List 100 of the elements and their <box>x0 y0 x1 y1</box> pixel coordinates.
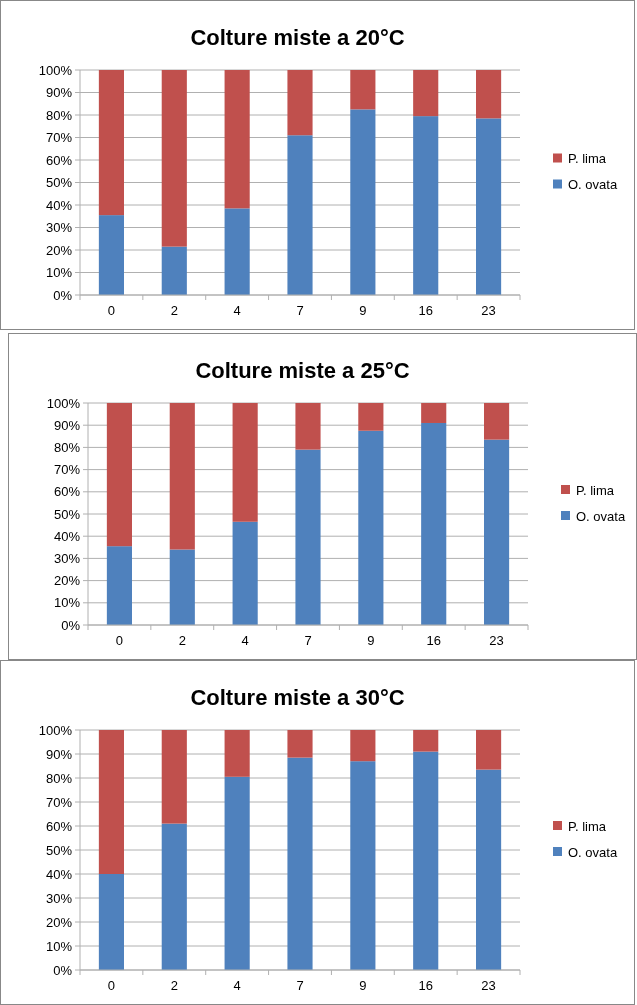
bar <box>413 730 439 752</box>
bar <box>358 430 384 625</box>
y-tick-label: 0% <box>61 617 81 633</box>
bar <box>169 549 195 625</box>
bar <box>106 546 132 625</box>
bar <box>350 70 376 110</box>
bar <box>484 439 510 625</box>
bar <box>98 215 124 295</box>
bar <box>224 776 250 970</box>
y-tick-label: 60% <box>53 484 81 500</box>
y-tick-label: 70% <box>53 462 81 478</box>
y-tick-label: 30% <box>45 890 73 906</box>
x-tick-label: 0 <box>107 303 116 318</box>
y-tick-label: 100% <box>38 62 73 78</box>
y-tick-label: 90% <box>53 417 81 433</box>
y-tick-label: 30% <box>53 550 81 566</box>
y-tick-label: 80% <box>45 107 73 123</box>
y-tick-label: 50% <box>45 175 73 191</box>
bar <box>413 116 439 295</box>
legend-label: O. ovata <box>568 844 618 860</box>
x-tick-label: 9 <box>367 633 375 648</box>
bar <box>476 730 502 770</box>
y-tick-label: 60% <box>45 152 73 168</box>
bar <box>476 769 502 970</box>
bar <box>232 521 258 625</box>
x-tick-label: 4 <box>233 978 241 993</box>
y-tick-label: 90% <box>45 85 73 101</box>
x-tick-label: 2 <box>170 978 178 993</box>
y-tick-label: 20% <box>45 914 73 930</box>
y-tick-label: 0% <box>53 287 73 303</box>
bar <box>350 761 376 970</box>
x-tick-label: 9 <box>359 303 367 318</box>
bar <box>295 449 321 625</box>
y-tick-label: 80% <box>53 439 81 455</box>
bar <box>161 730 187 824</box>
bar <box>287 757 313 970</box>
bar <box>413 70 439 117</box>
y-tick-label: 40% <box>53 528 81 544</box>
bar <box>287 70 313 136</box>
x-tick-label: 0 <box>107 978 116 993</box>
bar <box>484 403 510 440</box>
y-tick-label: 10% <box>45 265 73 281</box>
bar <box>98 874 124 970</box>
legend-label: P. lima <box>568 151 607 167</box>
y-tick-label: 70% <box>45 130 73 146</box>
x-tick-label: 23 <box>489 633 504 648</box>
y-tick-label: 50% <box>53 506 81 522</box>
x-tick-label: 16 <box>418 978 433 993</box>
bar <box>350 109 376 295</box>
x-tick-label: 2 <box>170 303 178 318</box>
bar <box>161 70 187 247</box>
x-tick-label: 7 <box>296 303 304 318</box>
bar <box>476 118 502 295</box>
chart-title: Colture miste a 25°C <box>195 358 410 383</box>
y-tick-label: 30% <box>45 220 73 236</box>
bar <box>224 208 250 295</box>
x-tick-label: 23 <box>481 303 496 318</box>
y-tick-label: 10% <box>45 938 73 954</box>
y-tick-label: 80% <box>45 770 73 786</box>
x-tick-label: 7 <box>296 978 304 993</box>
y-tick-label: 50% <box>45 842 73 858</box>
bar <box>98 730 124 874</box>
bar <box>421 422 447 625</box>
bar <box>224 730 250 777</box>
y-tick-label: 70% <box>45 794 73 810</box>
bar <box>358 403 384 431</box>
bar <box>169 403 195 550</box>
bar <box>421 403 447 423</box>
bar <box>161 246 187 295</box>
y-tick-label: 0% <box>53 962 73 978</box>
y-tick-label: 20% <box>53 573 81 589</box>
y-tick-label: 100% <box>38 722 73 738</box>
legend-label: P. lima <box>576 482 615 498</box>
chart-title: Colture miste a 20°C <box>190 25 405 50</box>
bar <box>295 403 321 450</box>
y-tick-label: 90% <box>45 746 73 762</box>
x-tick-label: 4 <box>241 633 249 648</box>
y-tick-label: 20% <box>45 242 73 258</box>
x-tick-label: 0 <box>115 633 124 648</box>
legend-label: P. lima <box>568 818 607 834</box>
y-tick-label: 40% <box>45 866 73 882</box>
legend-label: O. ovata <box>576 508 626 524</box>
chart-title: Colture miste a 30°C <box>190 685 405 710</box>
x-tick-label: 4 <box>233 303 241 318</box>
bar <box>224 70 250 209</box>
x-tick-label: 16 <box>418 303 433 318</box>
bar <box>350 730 376 762</box>
y-tick-label: 100% <box>46 395 81 411</box>
y-tick-label: 40% <box>45 197 73 213</box>
bar <box>232 403 258 522</box>
x-tick-label: 23 <box>481 978 496 993</box>
bar <box>161 823 187 970</box>
bar <box>476 70 502 119</box>
legend-label: O. ovata <box>568 177 618 193</box>
x-tick-label: 7 <box>304 633 312 648</box>
bar <box>106 403 132 547</box>
x-tick-label: 9 <box>359 978 367 993</box>
x-tick-label: 2 <box>178 633 186 648</box>
bar <box>287 730 313 758</box>
y-tick-label: 60% <box>45 818 73 834</box>
